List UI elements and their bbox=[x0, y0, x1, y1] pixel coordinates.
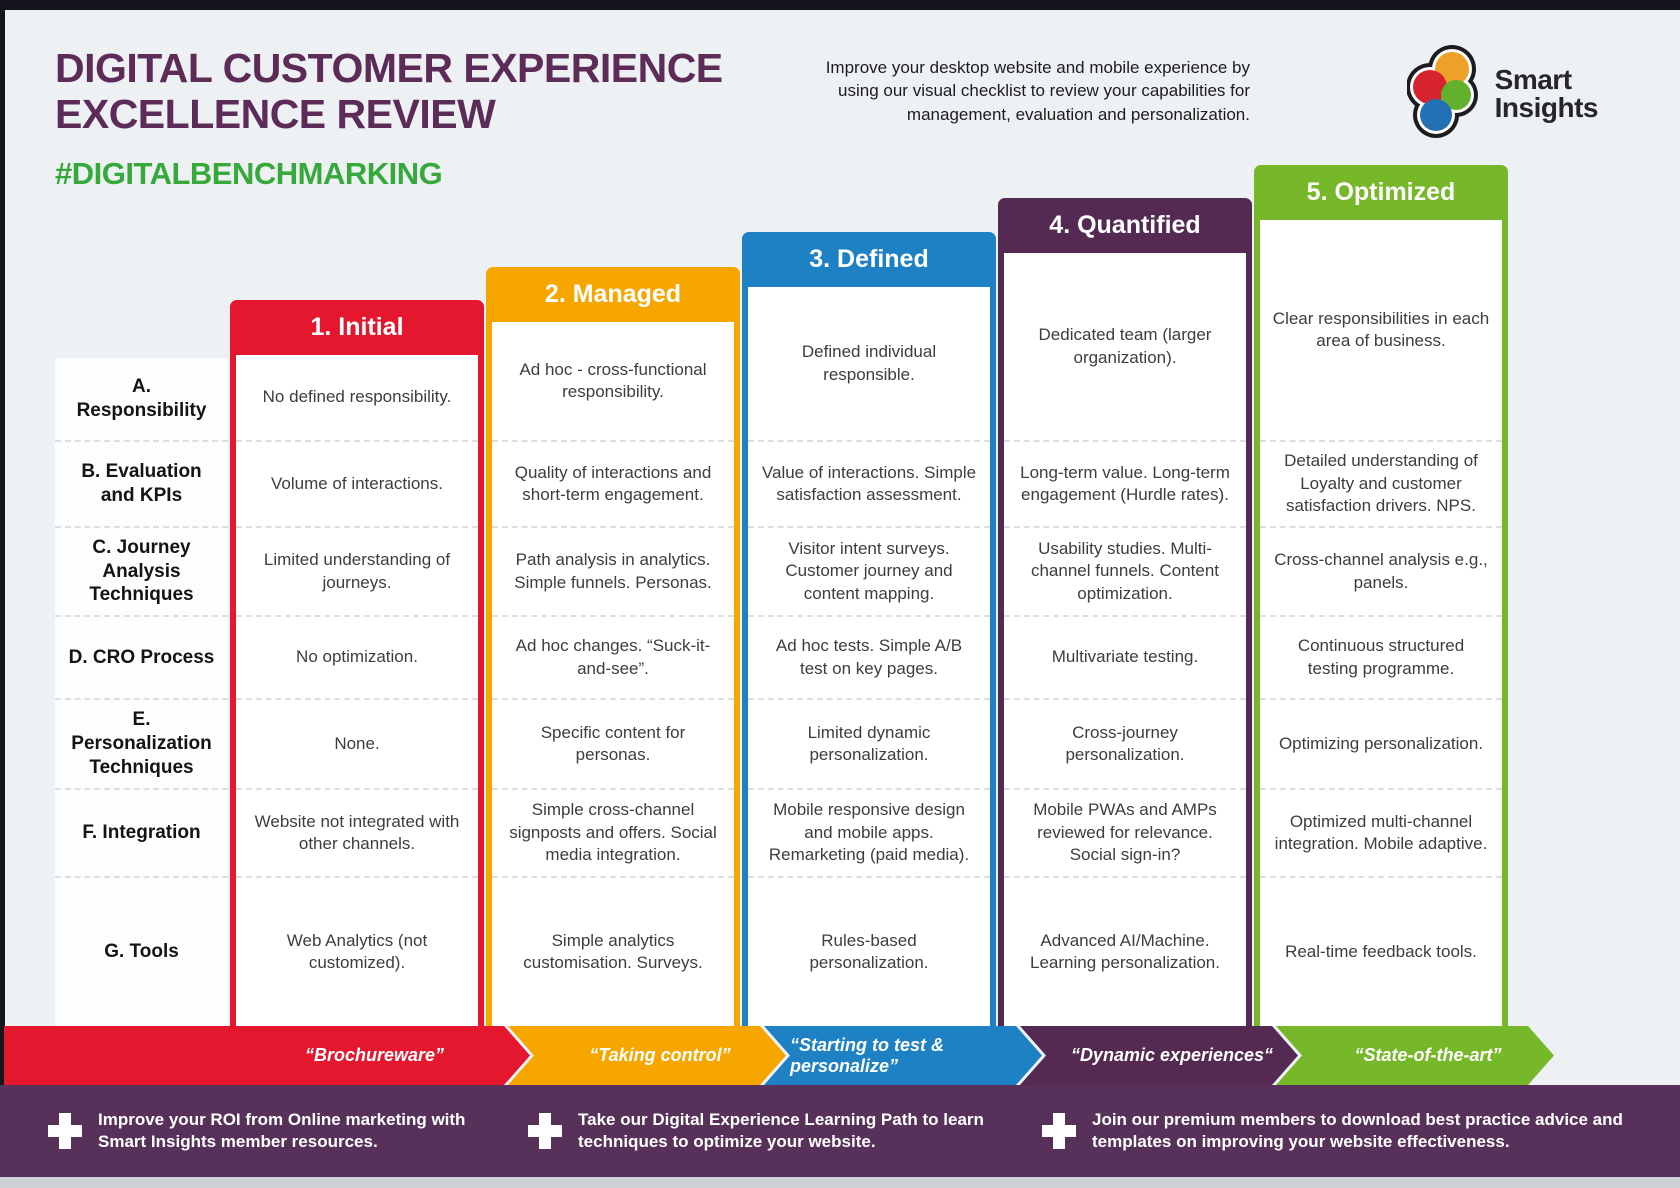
row-label-journey-analysis: C. Journey Analysis Techniques bbox=[55, 528, 228, 617]
stage-arrow-defined: “Starting to test & personalize” bbox=[764, 1026, 1042, 1085]
cell-optimized-evaluation: Detailed understanding of Loyalty and cu… bbox=[1260, 442, 1502, 528]
stage-column-optimized: 5. Optimized Clear responsibilities in e… bbox=[1254, 165, 1508, 1026]
cell-initial-cro: No optimization. bbox=[236, 617, 478, 700]
stage-column-managed: 2. Managed Ad hoc - cross-functional res… bbox=[486, 267, 740, 1026]
plus-icon bbox=[528, 1113, 562, 1149]
row-labels-column: A. Responsibility B. Evaluation and KPIs… bbox=[55, 358, 228, 1026]
stage-arrow-managed: “Taking control” bbox=[508, 1026, 786, 1085]
row-label-cro-process: D. CRO Process bbox=[55, 617, 228, 700]
page-title-line1: DIGITAL CUSTOMER EXPERIENCE bbox=[55, 45, 723, 91]
footer-text-premium-members: Join our premium members to download bes… bbox=[1092, 1109, 1623, 1151]
cell-managed-personalization: Specific content for personas. bbox=[492, 700, 734, 790]
window-frame-left bbox=[0, 0, 5, 1188]
window-frame-bottom bbox=[0, 1177, 1680, 1188]
footer-text-member-resources: Improve your ROI from Online marketing w… bbox=[98, 1109, 466, 1151]
stage-body-initial: No defined responsibility. Volume of int… bbox=[230, 355, 484, 1026]
cell-initial-journey: Limited understanding of journeys. bbox=[236, 528, 478, 617]
cell-initial-responsibility: No defined responsibility. bbox=[236, 355, 478, 442]
cell-managed-tools: Simple analytics customisation. Surveys. bbox=[523, 930, 703, 972]
cell-quantified-responsibility: Dedicated team (larger organization). bbox=[1004, 253, 1246, 442]
footer-item-learning-path: Take our Digital Experience Learning Pat… bbox=[528, 1085, 998, 1177]
cell-quantified-cro: Multivariate testing. bbox=[1004, 617, 1246, 700]
stage-header-managed: 2. Managed bbox=[486, 267, 740, 322]
stage-header-quantified: 4. Quantified bbox=[998, 198, 1252, 253]
cell-initial-tools: Web Analytics (not customized). bbox=[286, 930, 428, 972]
plus-icon bbox=[1042, 1113, 1076, 1149]
cell-managed-evaluation: Quality of interactions and short-term e… bbox=[492, 442, 734, 528]
footer-item-member-resources: Improve your ROI from Online marketing w… bbox=[48, 1085, 498, 1177]
cell-defined-integration: Mobile responsive design and mobile apps… bbox=[748, 790, 990, 878]
cell-defined-personalization: Limited dynamic personalization. bbox=[748, 700, 990, 790]
stage-column-initial: 1. Initial No defined responsibility. Vo… bbox=[230, 300, 484, 1026]
intro-description: Improve your desktop website and mobile … bbox=[825, 58, 1250, 124]
stage-body-quantified: Dedicated team (larger organization). Lo… bbox=[998, 253, 1252, 1026]
stage-column-defined: 3. Defined Defined individual responsibl… bbox=[742, 232, 996, 1026]
cell-managed-integration: Simple cross-channel signposts and offer… bbox=[492, 790, 734, 878]
stage-arrow-band: “Brochureware” “Taking control” “Startin… bbox=[0, 1026, 1680, 1085]
cell-quantified-evaluation: Long-term value. Long-term engagement (H… bbox=[1004, 442, 1246, 528]
cell-managed-responsibility: Ad hoc - cross-functional responsibility… bbox=[492, 322, 734, 442]
row-label-evaluation-kpis: B. Evaluation and KPIs bbox=[55, 442, 228, 528]
row-label-responsibility: A. Responsibility bbox=[55, 358, 228, 442]
smart-insights-wordmark: Smart Insights bbox=[1494, 64, 1599, 123]
logo-word-insights: Insights bbox=[1494, 91, 1599, 123]
cell-managed-cro: Ad hoc changes. “Suck-it-and-see”. bbox=[492, 617, 734, 700]
row-label-personalization: E. Personalization Techniques bbox=[55, 700, 228, 790]
cell-quantified-journey: Usability studies. Multi-channel funnels… bbox=[1004, 528, 1246, 617]
stage-header-initial: 1. Initial bbox=[230, 300, 484, 355]
cell-defined-responsibility: Defined individual responsible. bbox=[748, 287, 990, 442]
cell-optimized-journey: Cross-channel analysis e.g., panels. bbox=[1260, 528, 1502, 617]
cell-optimized-responsibility: Clear responsibilities in each area of b… bbox=[1260, 220, 1502, 442]
cell-initial-evaluation: Volume of interactions. bbox=[236, 442, 478, 528]
stage-body-defined: Defined individual responsible. Value of… bbox=[742, 287, 996, 1026]
stage-body-optimized: Clear responsibilities in each area of b… bbox=[1254, 220, 1508, 1026]
footer-item-premium-members: Join our premium members to download bes… bbox=[1042, 1085, 1680, 1177]
hashtag: #DIGITALBENCHMARKING bbox=[55, 156, 443, 191]
footer-text-learning-path: Take our Digital Experience Learning Pat… bbox=[578, 1109, 984, 1151]
cell-defined-cro: Ad hoc tests. Simple A/B test on key pag… bbox=[748, 617, 990, 700]
cell-optimized-integration: Optimized multi-channel integration. Mob… bbox=[1260, 790, 1502, 878]
cell-quantified-personalization: Cross-journey personalization. bbox=[1004, 700, 1246, 790]
footer-bar: Improve your ROI from Online marketing w… bbox=[0, 1085, 1680, 1177]
logo-word-smart: Smart bbox=[1494, 64, 1572, 96]
plus-icon bbox=[48, 1113, 82, 1149]
row-label-tools: G. Tools bbox=[104, 941, 179, 963]
cell-defined-evaluation: Value of interactions. Simple satisfacti… bbox=[748, 442, 990, 528]
cell-defined-journey: Visitor intent surveys. Customer journey… bbox=[748, 528, 990, 617]
smart-insights-circles-icon bbox=[1405, 42, 1487, 145]
cell-optimized-tools: Real-time feedback tools. bbox=[1285, 941, 1477, 961]
stage-arrow-initial: “Brochureware” bbox=[4, 1026, 530, 1085]
stage-column-quantified: 4. Quantified Dedicated team (larger org… bbox=[998, 198, 1252, 1026]
stage-arrow-quantified: “Dynamic experiences“ bbox=[1020, 1026, 1298, 1085]
cell-optimized-cro: Continuous structured testing programme. bbox=[1260, 617, 1502, 700]
cell-quantified-integration: Mobile PWAs and AMPs reviewed for releva… bbox=[1004, 790, 1246, 878]
page-title-line2: EXCELLENCE REVIEW bbox=[55, 90, 496, 137]
cell-optimized-personalization: Optimizing personalization. bbox=[1260, 700, 1502, 790]
cell-initial-personalization: None. bbox=[236, 700, 478, 790]
stage-header-optimized: 5. Optimized bbox=[1254, 165, 1508, 220]
page-title: DIGITAL CUSTOMER EXPERIENCE EXCELLENCE R… bbox=[55, 45, 723, 138]
window-frame-top bbox=[0, 0, 1680, 10]
row-label-integration: F. Integration bbox=[55, 790, 228, 878]
stage-arrow-optimized: “State-of-the-art” bbox=[1276, 1026, 1554, 1085]
smart-insights-logo: Smart Insights bbox=[1405, 42, 1599, 145]
cell-defined-tools: Rules-based personalization. bbox=[809, 930, 929, 972]
cell-quantified-tools: Advanced AI/Machine. Learning personaliz… bbox=[1030, 930, 1220, 972]
cell-managed-journey: Path analysis in analytics. Simple funne… bbox=[492, 528, 734, 617]
stage-body-managed: Ad hoc - cross-functional responsibility… bbox=[486, 322, 740, 1026]
maturity-matrix: A. Responsibility B. Evaluation and KPIs… bbox=[55, 165, 1512, 1026]
stage-header-defined: 3. Defined bbox=[742, 232, 996, 287]
cell-initial-integration: Website not integrated with other channe… bbox=[236, 790, 478, 878]
